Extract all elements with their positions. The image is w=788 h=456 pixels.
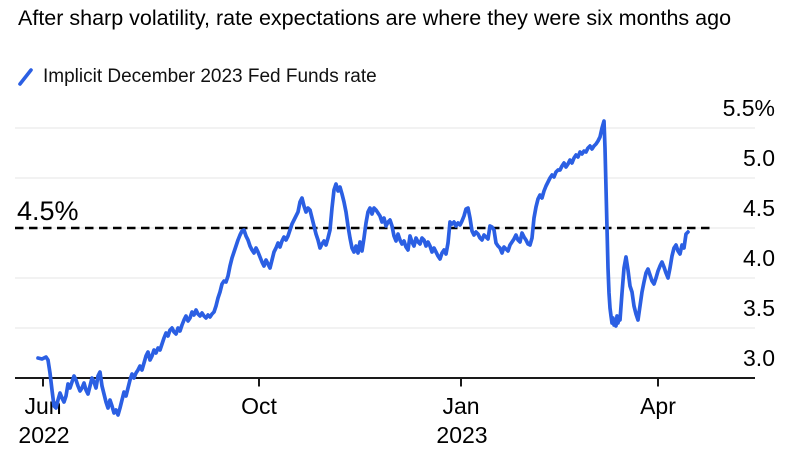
y-axis-label: 4.0 bbox=[743, 245, 775, 271]
x-tick-label: Apr bbox=[640, 393, 676, 419]
reference-line-label: 4.5% bbox=[17, 196, 79, 226]
x-tick-year-label: 2023 bbox=[436, 422, 487, 448]
x-tick-year-label: 2022 bbox=[18, 422, 69, 448]
y-axis-label: 4.5 bbox=[743, 195, 775, 221]
chart-title: After sharp volatility, rate expectation… bbox=[18, 6, 732, 30]
x-tick-label: Oct bbox=[241, 393, 277, 419]
y-axis-label: 5.5% bbox=[723, 95, 775, 121]
y-axis-label: 5.0 bbox=[743, 145, 775, 171]
y-axis-label: 3.5 bbox=[743, 295, 775, 321]
legend-line-marker-icon bbox=[18, 68, 33, 86]
y-axis-label: 3.0 bbox=[743, 345, 775, 371]
x-tick-label: Jan bbox=[442, 393, 479, 419]
legend-label: Implicit December 2023 Fed Funds rate bbox=[43, 66, 377, 87]
legend: Implicit December 2023 Fed Funds rate bbox=[18, 66, 377, 88]
series-line bbox=[36, 119, 690, 417]
